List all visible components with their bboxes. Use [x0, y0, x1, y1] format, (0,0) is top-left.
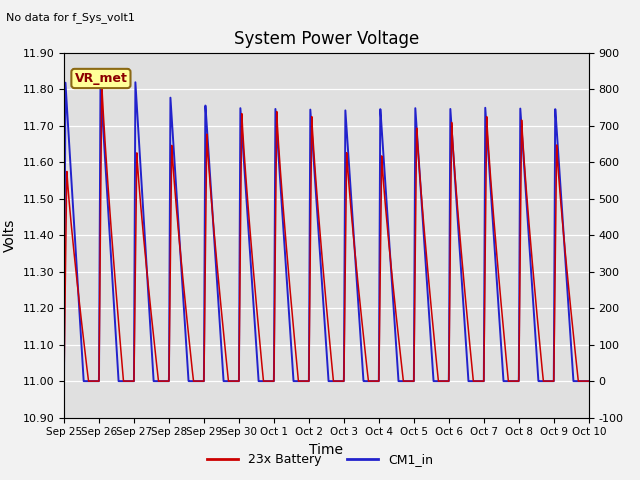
CM1_in — [285, 307, 292, 313]
Line: CM1_in: CM1_in — [64, 82, 589, 381]
CM1_in — [569, 369, 577, 375]
Legend: 23x Battery, CM1_in: 23x Battery, CM1_in — [202, 448, 438, 471]
23x Battery — [98, 80, 106, 85]
23x Battery — [310, 144, 317, 149]
Text: No data for f_Sys_volt1: No data for f_Sys_volt1 — [6, 12, 135, 23]
23x Battery — [585, 378, 593, 384]
X-axis label: Time: Time — [309, 443, 344, 457]
CM1_in — [281, 244, 289, 250]
23x Battery — [543, 378, 550, 384]
23x Battery — [569, 326, 577, 332]
CM1_in — [132, 79, 140, 85]
CM1_in — [310, 154, 317, 159]
23x Battery — [60, 378, 68, 384]
CM1_in — [543, 378, 550, 384]
23x Battery — [285, 273, 292, 278]
Title: System Power Voltage: System Power Voltage — [234, 30, 419, 48]
CM1_in — [442, 378, 449, 384]
Y-axis label: Volts: Volts — [3, 218, 17, 252]
CM1_in — [585, 378, 593, 384]
Line: 23x Battery: 23x Battery — [64, 83, 589, 381]
Text: VR_met: VR_met — [74, 72, 127, 85]
23x Battery — [281, 223, 289, 228]
CM1_in — [60, 378, 68, 384]
23x Battery — [442, 378, 449, 384]
